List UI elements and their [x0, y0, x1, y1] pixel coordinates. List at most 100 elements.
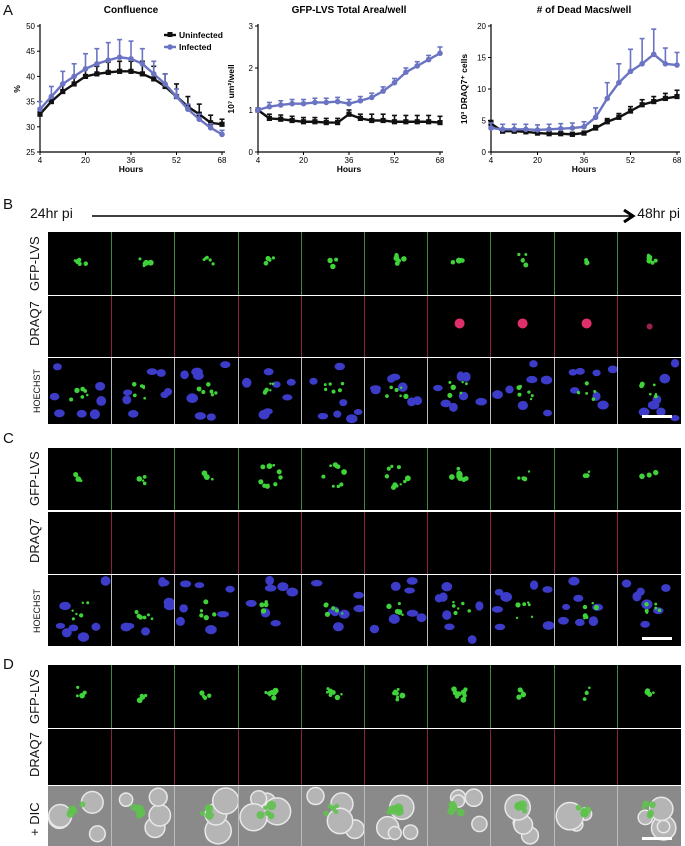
data-point	[604, 119, 610, 125]
micrograph-frame	[427, 512, 492, 574]
micrograph-frame	[300, 358, 365, 424]
data-point	[425, 56, 432, 63]
data-point	[546, 131, 552, 137]
data-point	[569, 131, 575, 137]
data-point	[639, 61, 645, 67]
micrograph-frame	[616, 729, 681, 785]
micrograph-frame	[427, 358, 492, 424]
x-tick-label: 36	[580, 156, 589, 165]
data-point	[71, 73, 77, 80]
micrograph-frame	[48, 232, 112, 295]
micrograph-row-b-gfp	[48, 232, 681, 295]
data-point	[488, 125, 494, 131]
data-point	[426, 119, 432, 125]
data-point	[116, 54, 123, 61]
data-point	[207, 125, 214, 131]
micrograph-frame	[174, 512, 239, 574]
micrograph-frame	[616, 786, 681, 846]
y-tick-label: 15	[477, 54, 486, 63]
data-point	[558, 131, 564, 137]
data-point	[437, 50, 443, 57]
data-point	[581, 124, 587, 130]
data-point	[105, 69, 111, 75]
x-tick-label: 36	[345, 156, 354, 165]
micrograph-frame	[174, 729, 239, 785]
y-tick-label: 3	[249, 22, 254, 31]
data-point	[37, 111, 43, 117]
micrograph-frame	[111, 786, 176, 846]
data-point	[208, 120, 214, 126]
legend-entry: Uninfected	[179, 30, 223, 40]
micrograph-frame	[490, 512, 555, 574]
data-point	[278, 116, 284, 122]
micrograph-frame	[48, 448, 112, 510]
micrograph-frame	[364, 729, 429, 785]
micrograph-frame	[427, 575, 492, 646]
data-point	[651, 99, 657, 105]
micrograph-frame	[490, 296, 555, 357]
row-label-hoechst: HOECHST	[32, 368, 42, 413]
data-point	[511, 126, 518, 133]
micrograph-row-d-dic	[48, 786, 681, 846]
data-point	[196, 116, 203, 123]
row-label-gfp: GFP-LVS	[27, 451, 42, 507]
data-point	[391, 119, 398, 125]
x-tick-label: 52	[390, 156, 399, 165]
data-point	[151, 76, 157, 82]
x-axis-label: Hours	[119, 164, 144, 174]
micrograph-frame	[237, 296, 302, 357]
data-point	[674, 62, 680, 68]
micrograph-frame	[427, 729, 492, 785]
x-axis-label: Hours	[572, 164, 597, 174]
series-infected	[255, 46, 443, 113]
micrograph-frame	[174, 296, 239, 357]
data-point	[312, 99, 318, 106]
micrograph-frame	[490, 575, 555, 646]
data-point	[48, 93, 55, 100]
micrograph-frame	[364, 296, 429, 357]
data-point	[391, 79, 398, 86]
micrograph-frame	[111, 448, 176, 510]
gfp-area-chart: GFP-LVS Total Area/well 0 1 2 3 4 20 36 52 68 Hour…	[226, 5, 445, 174]
row-label-draq: DRAQ7	[27, 731, 42, 777]
micrograph-frame	[48, 575, 112, 646]
y-tick-label: 5	[482, 117, 487, 126]
data-point	[674, 93, 680, 100]
data-point	[266, 115, 272, 121]
micrograph-frame	[616, 665, 681, 728]
micrograph-frame	[48, 358, 112, 424]
data-point	[277, 102, 284, 108]
micrograph-frame	[364, 786, 429, 846]
data-point	[59, 81, 66, 87]
data-point	[357, 115, 363, 121]
micrograph-frame	[48, 512, 112, 574]
micrograph-frame	[553, 232, 618, 295]
micrograph-frame	[300, 448, 365, 510]
micrograph-row-c-gfp	[48, 448, 681, 510]
micrograph-frame	[364, 575, 429, 646]
data-point	[437, 120, 443, 126]
data-point	[650, 51, 657, 58]
micrograph-frame	[364, 665, 429, 728]
micrograph-frame	[616, 575, 681, 646]
x-axis-label: Hours	[337, 164, 362, 174]
legend-entry: Infected	[179, 42, 212, 52]
series-line	[490, 52, 678, 132]
data-point	[60, 88, 66, 95]
data-point	[105, 57, 112, 64]
micrograph-frame	[553, 358, 618, 424]
scale-bar	[642, 837, 672, 840]
data-point	[380, 88, 386, 94]
data-point	[346, 100, 352, 107]
data-point	[593, 125, 599, 131]
micrograph-row-b-hoechst	[48, 358, 681, 424]
micrograph-frame	[616, 296, 681, 357]
y-tick-label: 35	[26, 98, 35, 107]
micrograph-frame	[111, 665, 176, 728]
data-point	[139, 61, 146, 67]
micrograph-frame	[616, 512, 681, 574]
micrograph-frame	[490, 232, 555, 295]
micrograph-frame	[553, 729, 618, 785]
data-point	[592, 114, 599, 121]
micrograph-frame	[553, 665, 618, 728]
